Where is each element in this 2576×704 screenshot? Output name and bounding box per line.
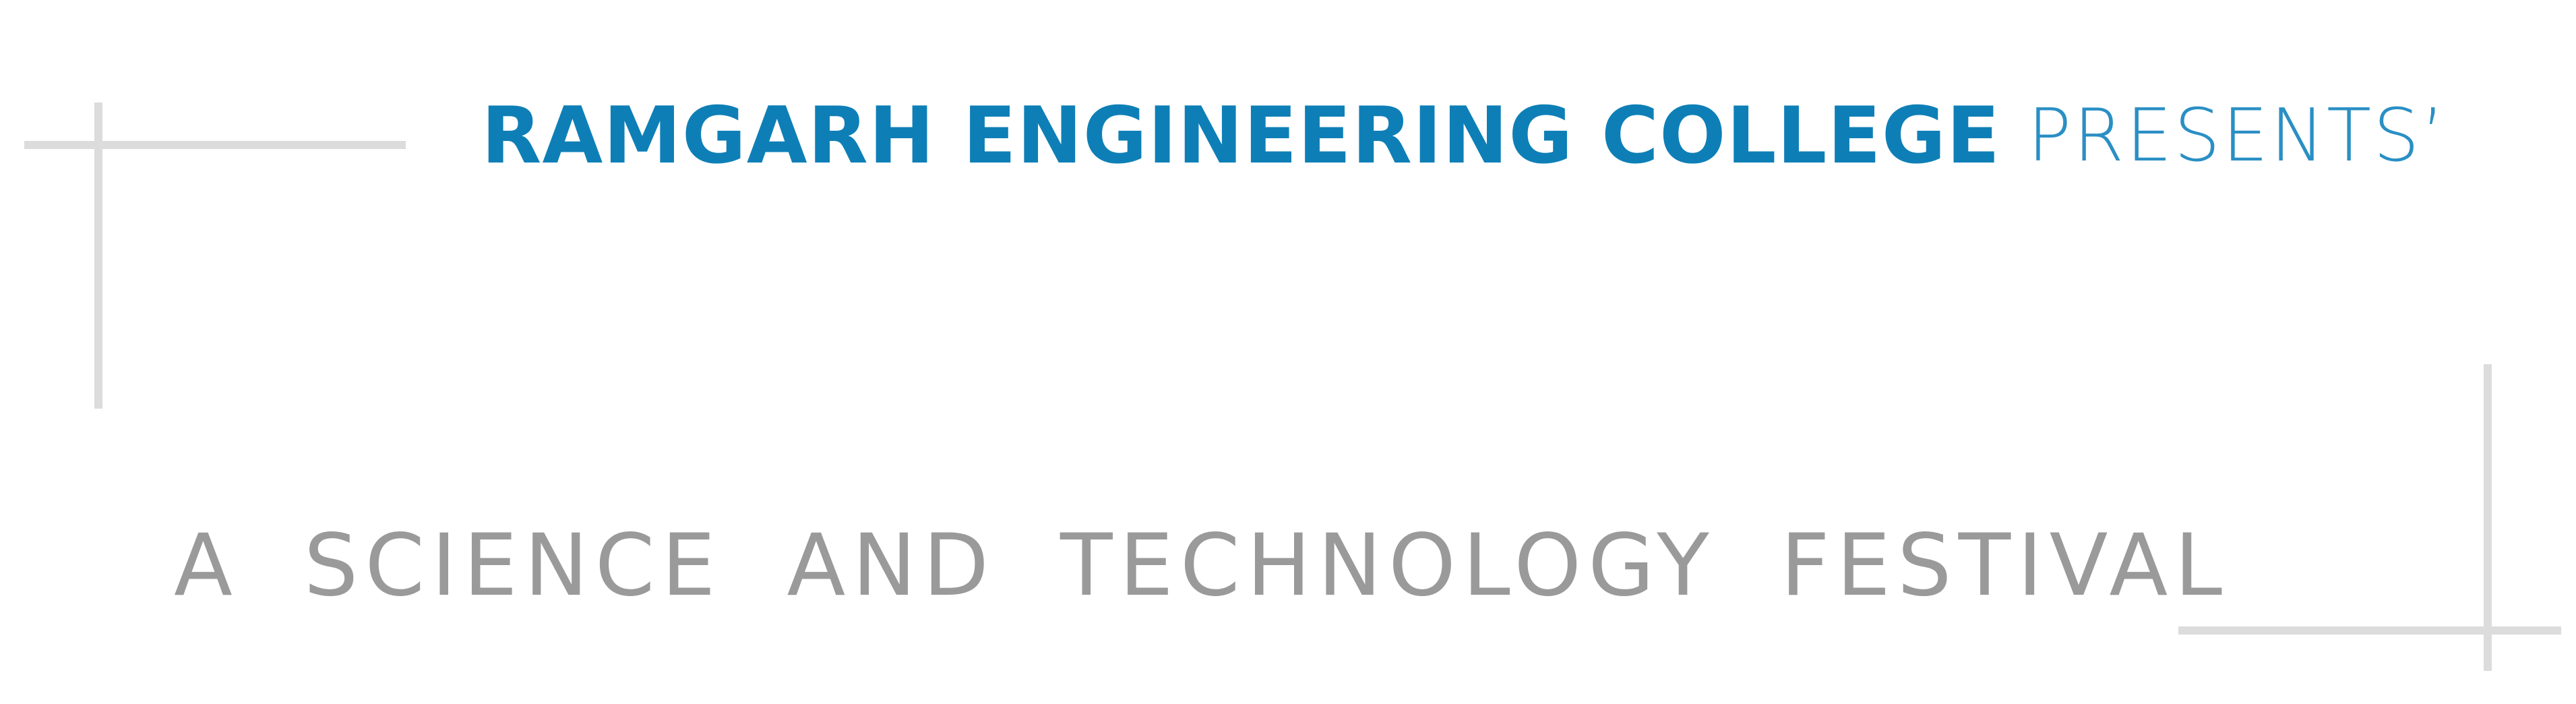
corner-mark-bottom-right-horizontal xyxy=(2178,626,2561,635)
corner-mark-top-left-vertical xyxy=(94,102,102,409)
header-line: RAMGARH ENGINEERING COLLEGE PRESENTS’ xyxy=(481,89,2447,183)
corner-mark-top-left-horizontal xyxy=(24,141,406,149)
festival-tagline: a science and technology festival xyxy=(174,481,2230,624)
presents-text: PRESENTS’ xyxy=(2027,94,2447,178)
college-name: RAMGARH ENGINEERING COLLEGE xyxy=(481,90,2001,181)
corner-mark-bottom-right-vertical xyxy=(2484,364,2492,671)
